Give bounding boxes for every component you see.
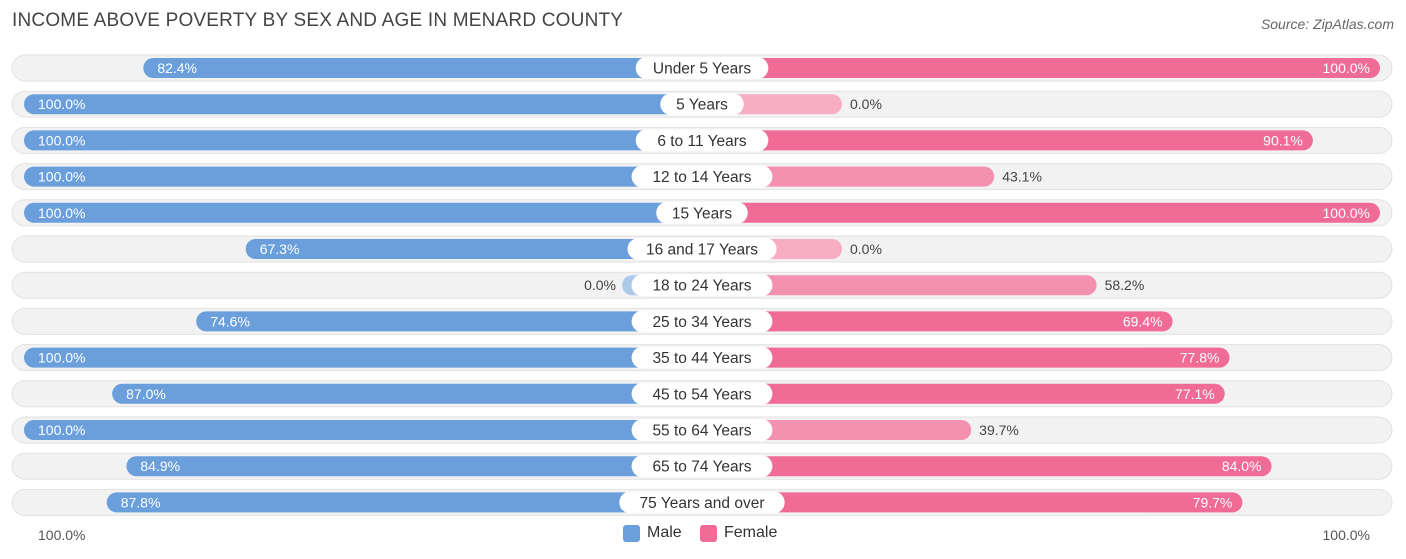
male-value-label: 100.0% — [38, 350, 85, 366]
category-label: 75 Years and over — [640, 495, 765, 512]
legend: Male Female — [0, 524, 1406, 546]
category-label: Under 5 Years — [653, 61, 751, 78]
male-value-label: 82.4% — [157, 60, 197, 76]
chart-title: INCOME ABOVE POVERTY BY SEX AND AGE IN M… — [12, 10, 624, 31]
category-label: 5 Years — [676, 97, 728, 114]
male-value-label: 87.8% — [121, 494, 161, 510]
male-bar — [24, 347, 702, 368]
chart-source: Source: ZipAtlas.com — [1260, 16, 1394, 32]
female-bar — [702, 311, 1173, 332]
female-value-label: 84.0% — [1222, 458, 1262, 474]
male-value-label: 100.0% — [38, 169, 85, 185]
axis-left-label: 100.0% — [38, 527, 86, 543]
female-value-label: 0.0% — [850, 241, 882, 257]
female-value-label: 43.1% — [1002, 169, 1042, 185]
category-label: 6 to 11 Years — [657, 133, 747, 150]
category-pill — [631, 310, 773, 333]
legend-label-female: Female — [724, 524, 778, 541]
category-label: 55 to 64 Years — [652, 423, 751, 440]
category-pill — [660, 93, 744, 116]
female-value-label: 0.0% — [850, 96, 882, 112]
male-bar — [126, 456, 703, 477]
female-value-label: 58.2% — [1105, 277, 1145, 293]
female-bar — [702, 275, 1097, 296]
female-bar — [702, 492, 1243, 513]
category-pill — [656, 201, 748, 224]
legend-item-female: Female — [700, 524, 777, 542]
legend-swatch-male — [623, 524, 640, 542]
male-bar — [112, 383, 702, 404]
female-value-label: 77.1% — [1175, 386, 1215, 402]
category-pill — [631, 382, 773, 405]
category-pill — [635, 129, 769, 152]
male-value-label: 74.6% — [210, 313, 250, 329]
category-pill — [627, 238, 777, 260]
female-value-label: 100.0% — [1323, 205, 1370, 221]
male-bar — [24, 166, 702, 187]
male-value-label: 100.0% — [38, 422, 85, 438]
category-pill — [631, 455, 773, 478]
axis-right-label: 100.0% — [1322, 527, 1370, 543]
female-bar — [702, 456, 1272, 477]
category-label: 25 to 34 Years — [652, 314, 751, 331]
male-value-label: 100.0% — [38, 132, 85, 148]
female-bar — [702, 202, 1380, 223]
category-pill — [631, 346, 773, 369]
male-value-label: 87.0% — [126, 386, 166, 402]
female-value-label: 79.7% — [1193, 494, 1233, 510]
category-label: 65 to 74 Years — [652, 459, 751, 476]
male-bar — [245, 239, 702, 259]
category-label: 15 Years — [672, 205, 733, 222]
category-pill — [631, 419, 773, 441]
male-bar — [143, 58, 702, 78]
female-value-label: 69.4% — [1123, 313, 1163, 329]
female-value-label: 77.8% — [1180, 350, 1220, 366]
male-bar — [24, 420, 702, 440]
female-value-label: 100.0% — [1323, 60, 1370, 76]
male-bar — [24, 130, 702, 151]
category-pill — [631, 165, 773, 188]
legend-item-male: Male — [623, 524, 682, 542]
category-pill — [631, 274, 773, 297]
male-bar — [24, 94, 702, 115]
legend-label-male: Male — [647, 524, 682, 541]
female-bar — [702, 383, 1225, 404]
female-bar — [702, 130, 1313, 151]
male-bar — [196, 311, 702, 332]
legend-swatch-female — [700, 524, 717, 542]
category-pill — [635, 57, 769, 79]
female-value-label: 39.7% — [979, 422, 1019, 438]
male-value-label: 67.3% — [260, 241, 300, 257]
female-value-label: 90.1% — [1263, 132, 1303, 148]
category-label: 18 to 24 Years — [652, 278, 751, 295]
category-label: 35 to 44 Years — [652, 350, 751, 367]
category-pill — [619, 491, 785, 514]
category-label: 16 and 17 Years — [646, 242, 758, 259]
chart-plot: 82.4% 100.0% Under 5 Years 100.0% 0.0% 5 Year… — [11, 54, 1393, 516]
category-label: 12 to 14 Years — [652, 169, 751, 186]
female-bar — [702, 166, 995, 187]
female-bar — [702, 347, 1230, 368]
category-label: 45 to 54 Years — [652, 386, 751, 403]
male-value-label: 100.0% — [38, 96, 85, 112]
male-bar — [24, 202, 702, 223]
male-value-label: 84.9% — [140, 458, 180, 474]
male-bar — [106, 492, 702, 513]
male-value-label: 100.0% — [38, 205, 85, 221]
male-value-label: 0.0% — [584, 277, 616, 293]
female-bar — [702, 58, 1380, 78]
